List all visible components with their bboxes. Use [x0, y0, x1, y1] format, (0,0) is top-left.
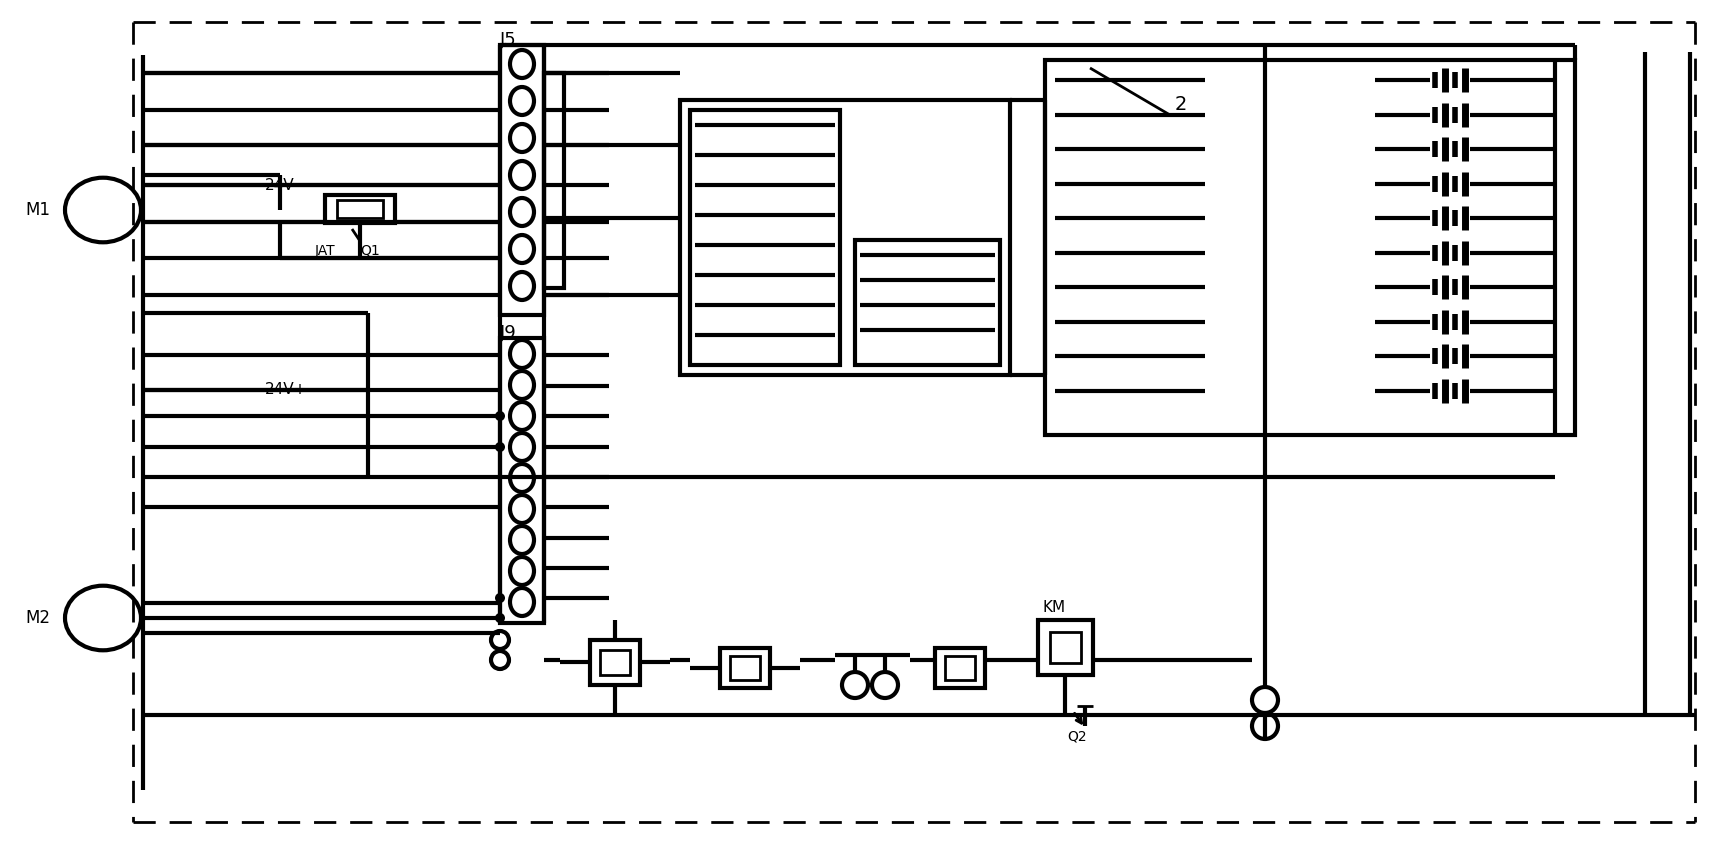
Bar — [1045, 60, 1574, 435]
Circle shape — [1253, 687, 1279, 713]
Ellipse shape — [510, 272, 534, 300]
Text: J9: J9 — [499, 324, 517, 342]
Ellipse shape — [510, 198, 534, 226]
Ellipse shape — [510, 402, 534, 430]
Ellipse shape — [510, 495, 534, 523]
Circle shape — [494, 593, 505, 603]
Bar — [1051, 632, 1082, 663]
Bar — [1039, 620, 1094, 675]
Ellipse shape — [510, 340, 534, 368]
Ellipse shape — [510, 87, 534, 115]
Ellipse shape — [510, 124, 534, 152]
Bar — [729, 656, 760, 680]
Ellipse shape — [66, 586, 142, 650]
Text: M2: M2 — [24, 609, 50, 627]
Circle shape — [873, 672, 899, 698]
Ellipse shape — [510, 557, 534, 585]
Bar — [337, 200, 384, 218]
Bar — [681, 100, 1009, 375]
Text: Q1: Q1 — [359, 244, 380, 258]
Text: 24V+: 24V+ — [264, 382, 308, 398]
Bar — [499, 338, 544, 623]
Circle shape — [491, 631, 510, 649]
Text: JAT: JAT — [314, 244, 335, 258]
Ellipse shape — [510, 235, 534, 263]
Ellipse shape — [510, 433, 534, 461]
Bar — [544, 73, 563, 288]
Circle shape — [491, 651, 510, 669]
Ellipse shape — [510, 50, 534, 78]
Bar — [721, 648, 771, 688]
Circle shape — [842, 672, 867, 698]
Circle shape — [494, 613, 505, 623]
Ellipse shape — [510, 588, 534, 616]
Circle shape — [494, 442, 505, 452]
Circle shape — [494, 633, 505, 643]
Bar — [945, 656, 975, 680]
Circle shape — [494, 411, 505, 421]
Circle shape — [1253, 713, 1279, 739]
Ellipse shape — [510, 161, 534, 189]
Bar — [600, 650, 631, 675]
Text: 24V-: 24V- — [264, 177, 299, 192]
Bar — [499, 45, 544, 315]
Text: Q2: Q2 — [1066, 729, 1087, 743]
Ellipse shape — [510, 526, 534, 554]
Bar — [689, 110, 840, 365]
Text: M1: M1 — [24, 201, 50, 219]
Text: KM: KM — [1044, 600, 1066, 616]
Text: J5: J5 — [499, 31, 517, 49]
Bar — [325, 195, 396, 223]
Ellipse shape — [66, 178, 142, 243]
Bar — [589, 640, 639, 685]
Bar — [935, 648, 985, 688]
Ellipse shape — [510, 371, 534, 399]
Text: 2: 2 — [1175, 96, 1187, 114]
Bar — [855, 240, 1001, 365]
Ellipse shape — [510, 464, 534, 492]
